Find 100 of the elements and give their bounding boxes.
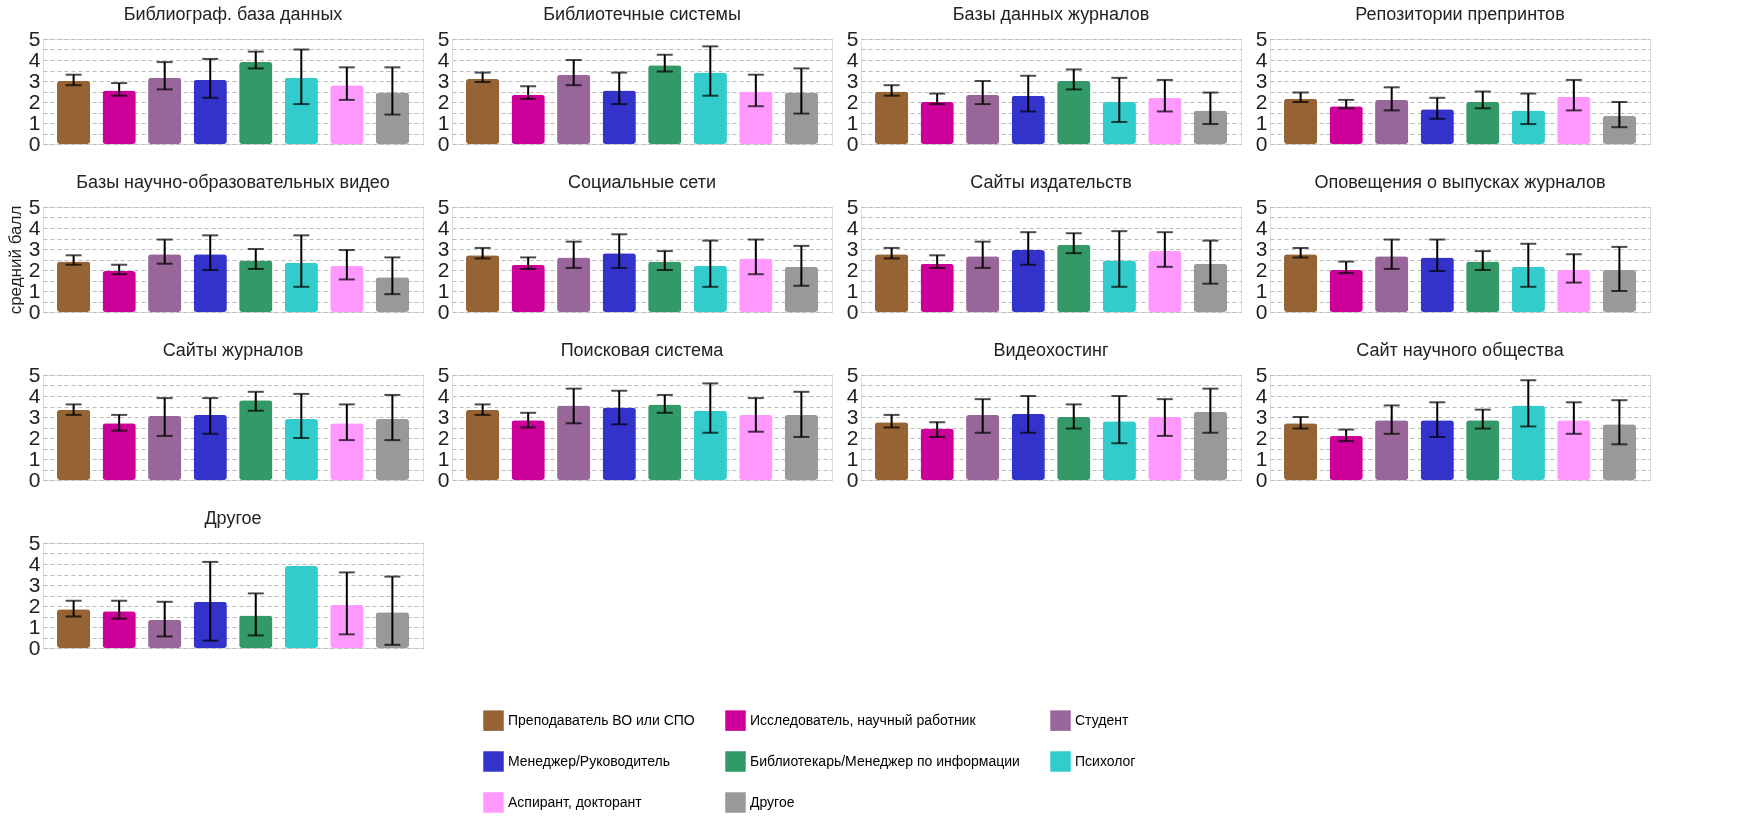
bar [1284,98,1318,144]
y-tick-label: 4 [1255,47,1268,71]
bar [57,609,91,648]
bar [193,79,227,144]
bar [1375,420,1409,480]
y-tick-label: 3 [28,404,41,428]
bar [511,94,545,144]
bar [739,258,773,312]
bar [239,615,273,648]
bar [1102,260,1136,312]
y-tick-label: 1 [28,278,41,302]
bar [102,90,136,144]
bar [148,77,182,144]
y-tick-label: 1 [28,614,41,638]
bar [148,619,182,648]
bar [57,409,91,480]
y-tick-label: 5 [437,362,450,386]
bar [1420,420,1454,480]
bar [1148,417,1182,480]
chart-title: Видеохостинг [993,340,1109,360]
bar [1102,421,1136,480]
y-tick-label: 5 [28,362,41,386]
y-tick-label: 0 [846,131,859,155]
y-tick-label: 0 [1255,131,1268,155]
bar [875,91,909,144]
y-tick-label: 3 [28,572,41,596]
bar [1011,413,1045,480]
bar [330,85,364,144]
y-tick-label: 1 [28,446,41,470]
bar [284,419,318,480]
y-tick-label: 4 [28,383,41,407]
bar [57,81,91,144]
bar [239,260,273,312]
bar [557,257,591,312]
y-tick-label: 0 [437,131,450,155]
y-tick-label: 1 [1255,278,1268,302]
bar [557,74,591,144]
y-tick-label: 5 [846,26,859,50]
bar [602,90,636,144]
chart-title: Библиотечные системы [543,4,741,24]
y-tick-label: 5 [846,362,859,386]
y-tick-label: 0 [28,467,41,491]
bar [1057,244,1091,312]
bar [1057,417,1091,480]
y-tick-label: 1 [437,110,450,134]
bar [102,423,136,480]
y-tick-label: 2 [437,89,450,113]
bar [330,604,364,648]
y-tick-label: 2 [28,89,41,113]
bar [284,77,318,144]
bar [1011,250,1045,312]
y-tick-label: 2 [437,425,450,449]
legend-label: Преподаватель ВО или СПО [508,711,695,728]
bar [693,410,727,480]
bar [375,419,409,480]
y-tick-label: 3 [846,404,859,428]
bar [375,277,409,312]
bar [375,92,409,144]
y-tick-label: 5 [846,194,859,218]
bar [1420,257,1454,312]
y-tick-label: 2 [846,425,859,449]
legend-label: Аспирант, докторант [508,793,643,810]
y-tick-label: 2 [1255,89,1268,113]
y-tick-label: 1 [28,110,41,134]
y-tick-label: 3 [437,404,450,428]
legend-label: Исследователь, научный работник [750,711,977,728]
y-tick-label: 3 [846,68,859,92]
bar [1602,424,1636,480]
bar [466,409,500,480]
bar [784,414,818,480]
y-tick-label: 5 [28,194,41,218]
y-tick-label: 0 [437,299,450,323]
y-tick-label: 5 [1255,362,1268,386]
bar [602,253,636,312]
legend-label: Другое [750,793,795,810]
bar [1329,435,1363,480]
y-tick-label: 4 [437,383,450,407]
y-tick-label: 4 [28,215,41,239]
y-tick-label: 1 [1255,110,1268,134]
y-tick-label: 3 [437,236,450,260]
y-tick-label: 3 [28,68,41,92]
y-tick-label: 5 [437,194,450,218]
bar [1193,110,1227,144]
bar [193,254,227,312]
bar [193,414,227,480]
bar [1284,423,1318,480]
y-tick-label: 2 [28,257,41,281]
bar [1420,109,1454,144]
bar [1375,256,1409,312]
chart-title: Оповещения о выпусках журналов [1314,172,1606,192]
y-tick-label: 4 [1255,383,1268,407]
bar [784,266,818,312]
chart-title: Базы данных журналов [952,4,1150,24]
bar [693,72,727,144]
y-tick-label: 4 [846,383,859,407]
y-tick-label: 4 [28,47,41,71]
y-tick-label: 3 [1255,68,1268,92]
bar [1511,266,1545,312]
bar [102,271,136,312]
y-tick-label: 3 [1255,404,1268,428]
